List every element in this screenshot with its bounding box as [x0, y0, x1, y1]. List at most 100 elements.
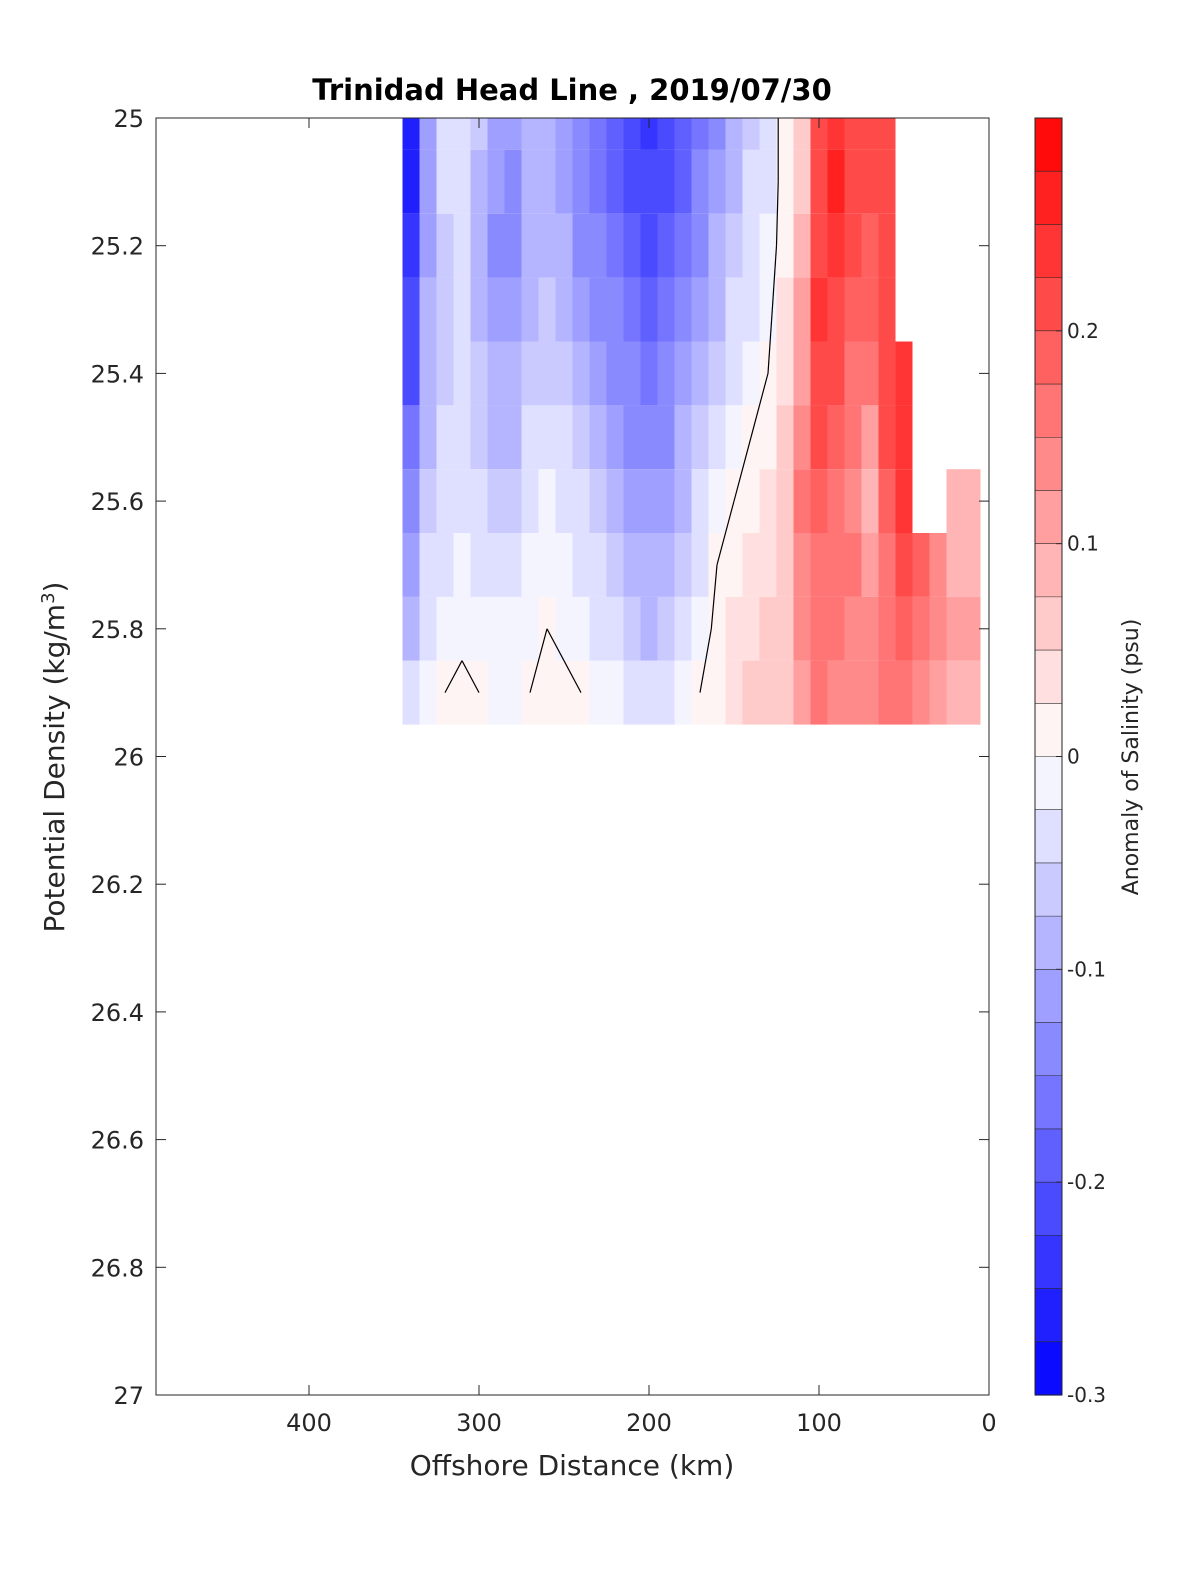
field-cell — [504, 533, 522, 597]
field-cell — [912, 596, 930, 661]
field-cell — [572, 405, 590, 470]
field-cell — [878, 118, 896, 150]
field-cell — [504, 405, 522, 470]
y-tick-label: 25.2 — [91, 233, 144, 261]
field-cell — [810, 405, 828, 470]
colorbar-swatch — [1035, 596, 1062, 651]
field-cell — [419, 660, 437, 725]
field-cell — [657, 469, 675, 534]
colorbar-swatch — [1035, 650, 1062, 704]
y-tick-label: 25.8 — [91, 616, 144, 644]
field-cell — [691, 118, 709, 150]
colorbar-tick-label: -0.1 — [1067, 957, 1106, 981]
field-cell — [470, 405, 488, 470]
field-cell — [708, 213, 726, 278]
field-cell — [674, 405, 692, 470]
field-cell — [453, 341, 471, 406]
colorbar-tick-label: -0.2 — [1067, 1170, 1106, 1194]
field-cell — [912, 533, 930, 597]
field-cell — [963, 596, 981, 661]
field-cell — [793, 469, 811, 534]
field-cell — [793, 341, 811, 406]
field-cell — [487, 277, 505, 342]
field-cell — [946, 533, 964, 597]
field-cell — [759, 277, 777, 342]
field-cell — [572, 118, 590, 150]
colorbar-swatch — [1035, 862, 1062, 917]
field-cell — [402, 469, 420, 534]
field-cell — [657, 277, 675, 342]
field-cell — [861, 118, 879, 150]
field-cell — [589, 149, 607, 214]
field-cell — [725, 341, 743, 406]
field-cell — [572, 533, 590, 597]
field-cell — [878, 213, 896, 278]
field-cell — [657, 118, 675, 150]
field-cell — [946, 469, 964, 534]
colorbar-swatch — [1035, 703, 1062, 758]
field-cell — [623, 341, 641, 406]
field-cell — [555, 405, 573, 470]
field-cell — [436, 118, 454, 150]
field-cell — [521, 149, 539, 214]
field-cell — [674, 277, 692, 342]
colorbar-swatch — [1035, 969, 1062, 1024]
field-cell — [606, 533, 624, 597]
colorbar-swatch — [1035, 277, 1062, 332]
field-cell — [674, 469, 692, 534]
field-cell — [402, 149, 420, 214]
field-cell — [453, 149, 471, 214]
field-cell — [895, 596, 913, 661]
colorbar-swatch — [1035, 1128, 1062, 1183]
field-cell — [793, 213, 811, 278]
field-cell — [844, 596, 862, 661]
field-cell — [623, 596, 641, 661]
colorbar-tick-label: -0.3 — [1067, 1383, 1106, 1407]
zero-contour-segment — [750, 373, 769, 438]
chart-title: Trinidad Head Line , 2019/07/30 — [312, 73, 832, 107]
field-cell — [844, 213, 862, 278]
colorbar-swatch — [1035, 224, 1062, 279]
colorbar-swatch — [1035, 809, 1062, 864]
colorbar-swatch — [1035, 756, 1062, 811]
field-cell — [827, 213, 845, 278]
field-cell — [589, 660, 607, 725]
field-cell — [963, 660, 981, 725]
x-tick-label: 0 — [981, 1409, 996, 1437]
x-tick-label: 400 — [286, 1409, 332, 1437]
colorbar-swatch — [1035, 1075, 1062, 1130]
field-cell — [453, 213, 471, 278]
field-cell — [419, 118, 437, 150]
field-cell — [691, 405, 709, 470]
field-cell — [691, 533, 709, 597]
field-cell — [793, 660, 811, 725]
field-cell — [810, 213, 828, 278]
field-cell — [691, 469, 709, 534]
field-cell — [776, 149, 794, 214]
y-tick-label: 27 — [113, 1382, 144, 1410]
field-cell — [827, 469, 845, 534]
field-cell — [402, 277, 420, 342]
y-axis-label-text: Potential Density (kg/m — [38, 604, 71, 933]
field-cell — [878, 660, 896, 725]
field-cell — [810, 118, 828, 150]
zero-contour-segment — [716, 500, 735, 566]
colorbar-swatch — [1035, 490, 1062, 545]
zero-contour-segment — [444, 660, 463, 693]
field-cell — [878, 277, 896, 342]
field-cell — [861, 533, 879, 597]
field-cell — [504, 149, 522, 214]
field-cell — [470, 213, 488, 278]
field-cell — [878, 341, 896, 406]
colorbar-swatches — [1035, 117, 1062, 1396]
field-cell — [861, 149, 879, 214]
field-cell — [810, 533, 828, 597]
field-cell — [487, 660, 505, 725]
field-cell — [572, 341, 590, 406]
field-cell — [725, 405, 743, 470]
field-cell — [555, 213, 573, 278]
field-cell — [589, 341, 607, 406]
field-cell — [402, 596, 420, 661]
field-cell — [895, 660, 913, 725]
